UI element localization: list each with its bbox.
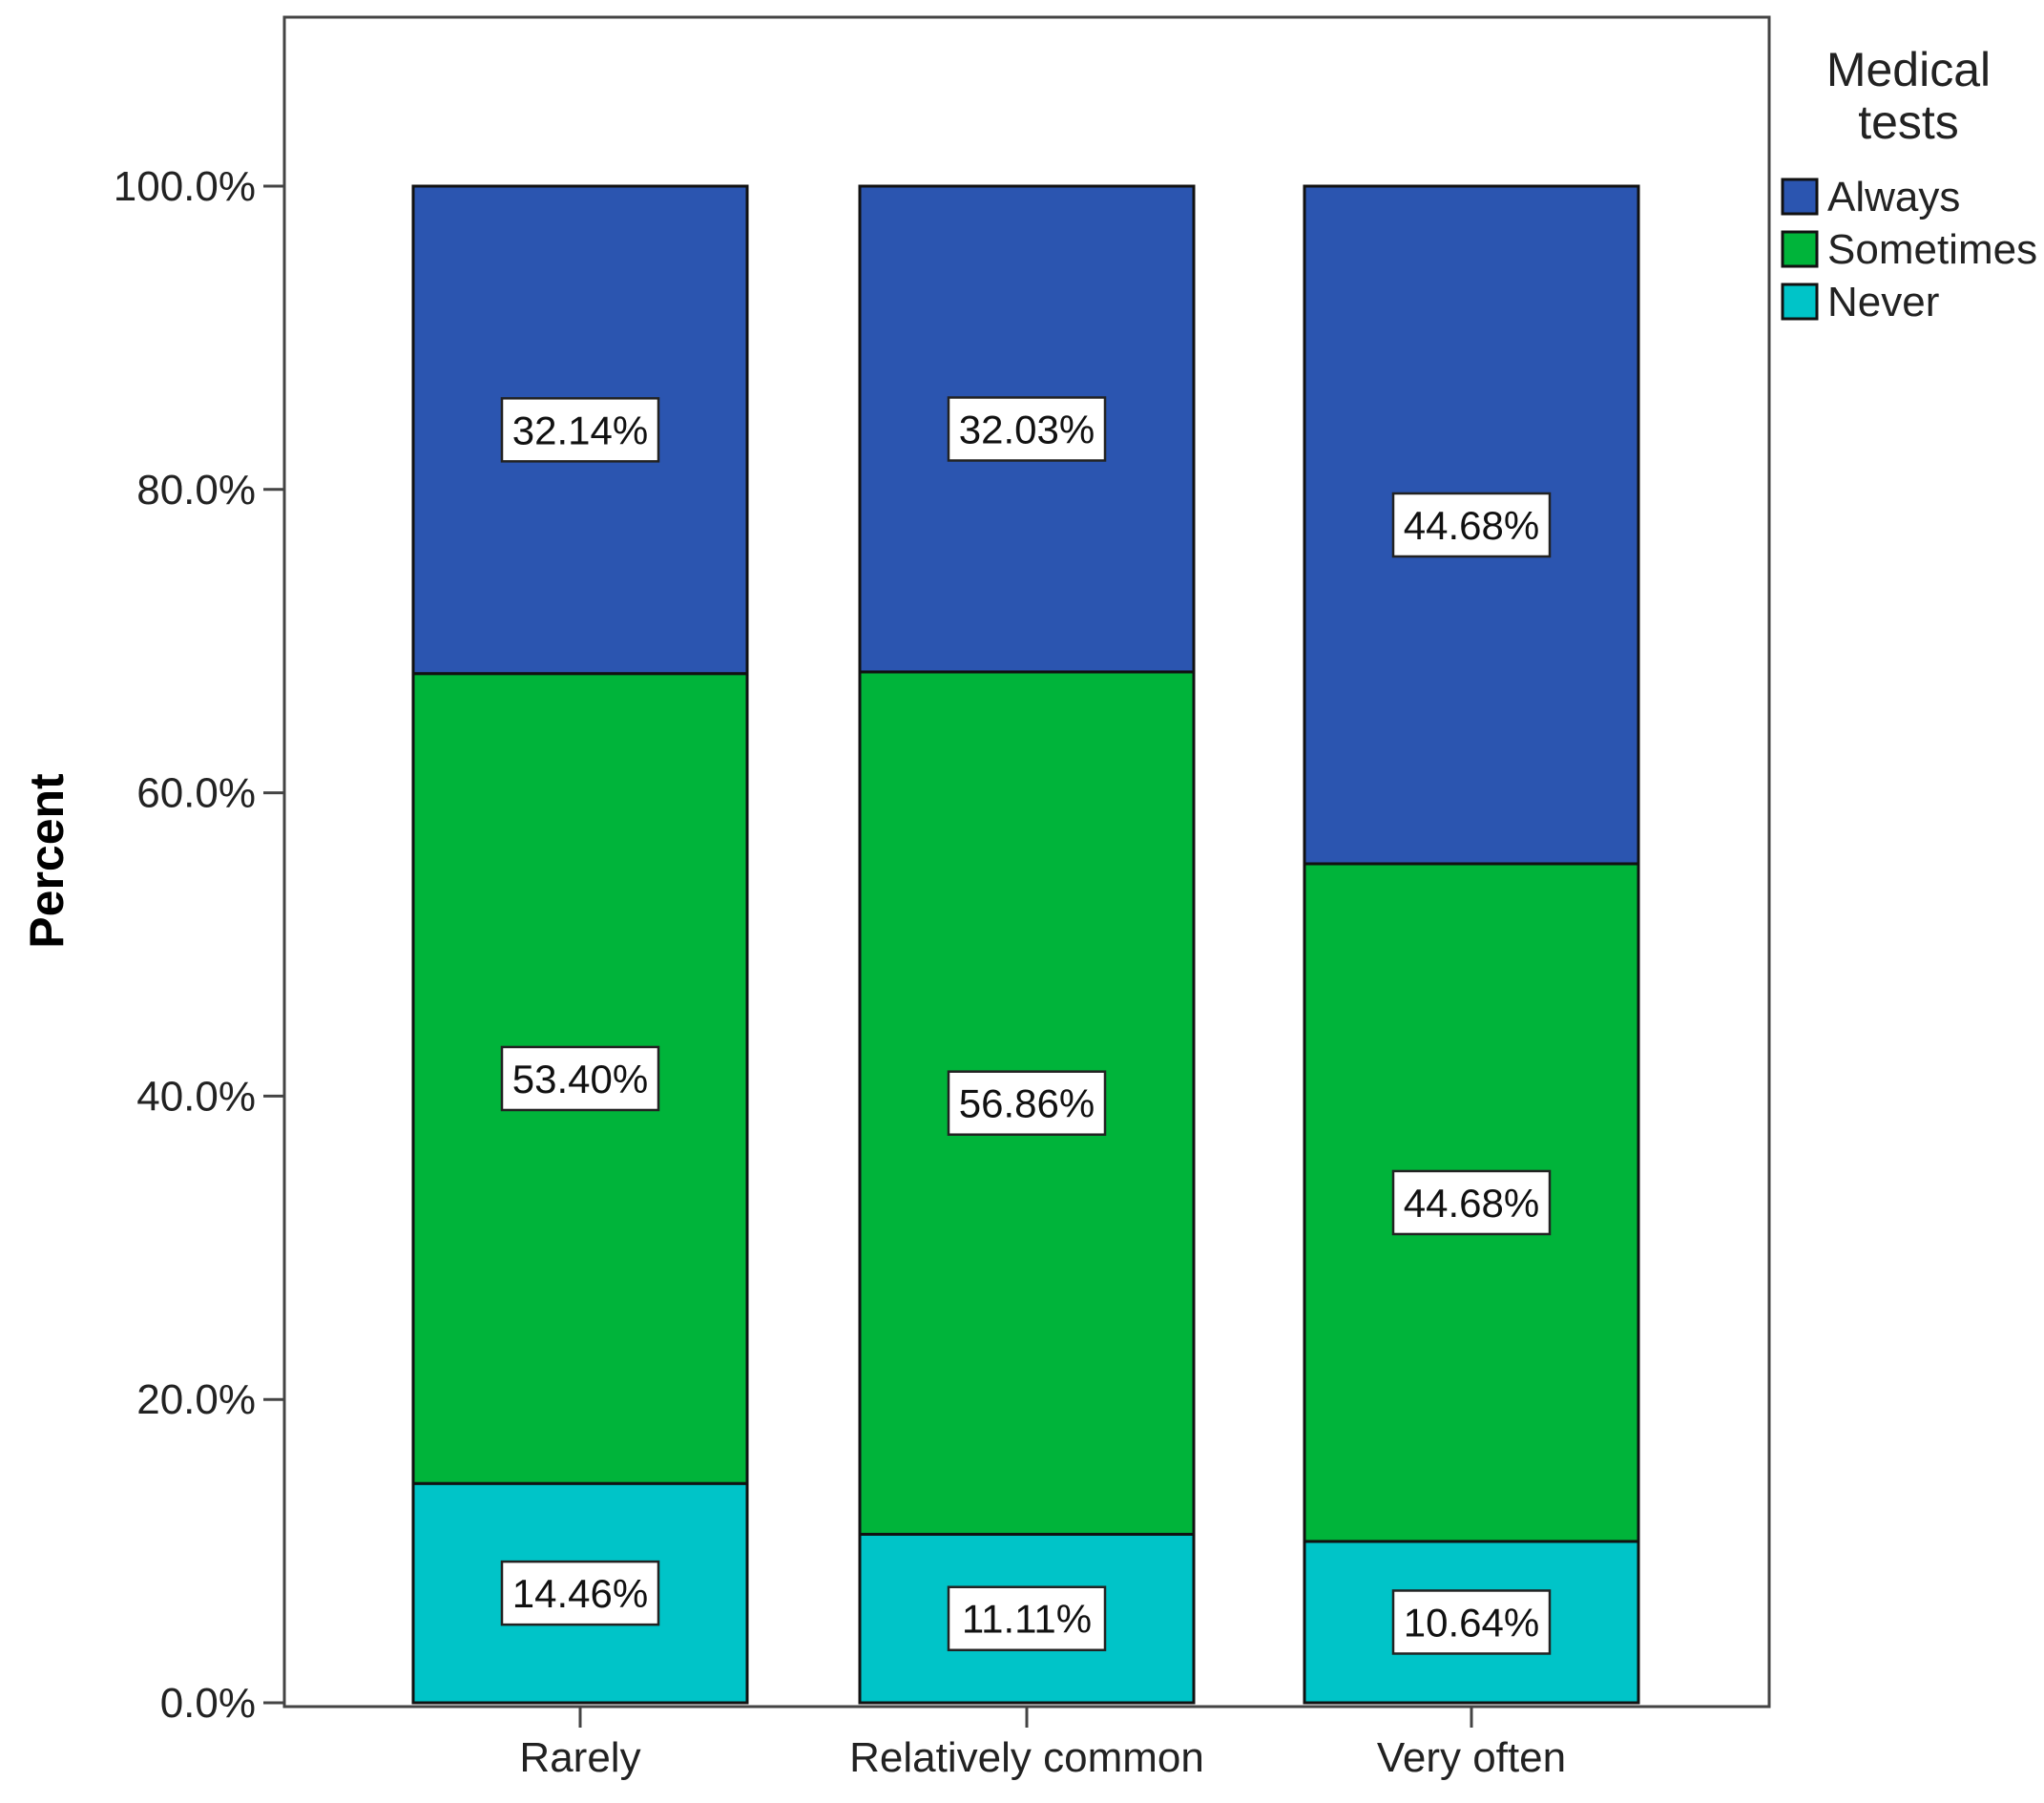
data-label: 44.68% bbox=[1404, 503, 1539, 548]
data-label-box bbox=[1391, 1169, 1552, 1236]
data-label-box bbox=[500, 1560, 660, 1626]
legend: Medical tests Always Sometimes Never bbox=[1781, 43, 2037, 325]
data-labels: 14.46% 53.40% 32.14% 11.11% 56.86% 32.03% 10.6… bbox=[500, 396, 1552, 1655]
legend-title-line-1: Medical bbox=[1826, 43, 1991, 96]
legend-title-line-2: tests bbox=[1858, 95, 1959, 149]
data-label-box bbox=[947, 1585, 1107, 1651]
y-tick-label: 40.0% bbox=[136, 1073, 256, 1120]
legend-swatch bbox=[1781, 283, 1819, 321]
y-axis: 0.0% 20.0% 40.0% 60.0% 80.0% 100.0% bbox=[114, 163, 284, 1727]
y-axis-label: Percent bbox=[20, 773, 73, 949]
legend-items: Always Sometimes Never bbox=[1781, 174, 2037, 325]
legend-label: Sometimes bbox=[1827, 226, 2037, 273]
data-label-box bbox=[500, 397, 660, 463]
x-category-label: Very often bbox=[1377, 1734, 1566, 1781]
y-tick-label: 0.0% bbox=[160, 1680, 256, 1727]
data-label: 53.40% bbox=[512, 1057, 648, 1101]
data-label-box bbox=[1391, 1589, 1552, 1655]
data-label-box bbox=[947, 396, 1107, 462]
data-label: 14.46% bbox=[512, 1571, 648, 1616]
y-tick-label: 100.0% bbox=[114, 163, 256, 210]
data-label: 11.11% bbox=[962, 1597, 1092, 1642]
legend-swatch bbox=[1781, 178, 1819, 216]
legend-label: Always bbox=[1827, 174, 1960, 220]
data-label-box bbox=[947, 1070, 1107, 1136]
data-label: 44.68% bbox=[1404, 1181, 1539, 1226]
bars bbox=[411, 184, 1640, 1705]
x-axis: Rarely Relatively common Very often bbox=[519, 1707, 1566, 1781]
x-category-label: Rarely bbox=[519, 1734, 640, 1781]
legend-label: Never bbox=[1827, 279, 1939, 325]
y-tick-label: 60.0% bbox=[136, 770, 256, 817]
legend-swatch bbox=[1781, 230, 1819, 268]
y-tick-label: 20.0% bbox=[136, 1376, 256, 1423]
data-label: 56.86% bbox=[959, 1081, 1095, 1126]
bar-segment bbox=[858, 1532, 1196, 1705]
data-label: 32.03% bbox=[959, 407, 1095, 451]
data-label-box bbox=[500, 1045, 660, 1112]
data-label: 10.64% bbox=[1404, 1600, 1539, 1645]
x-category-label: Relatively common bbox=[849, 1734, 1204, 1781]
data-label: 32.14% bbox=[512, 408, 648, 452]
data-label-box bbox=[1391, 492, 1552, 558]
y-tick-label: 80.0% bbox=[136, 467, 256, 514]
